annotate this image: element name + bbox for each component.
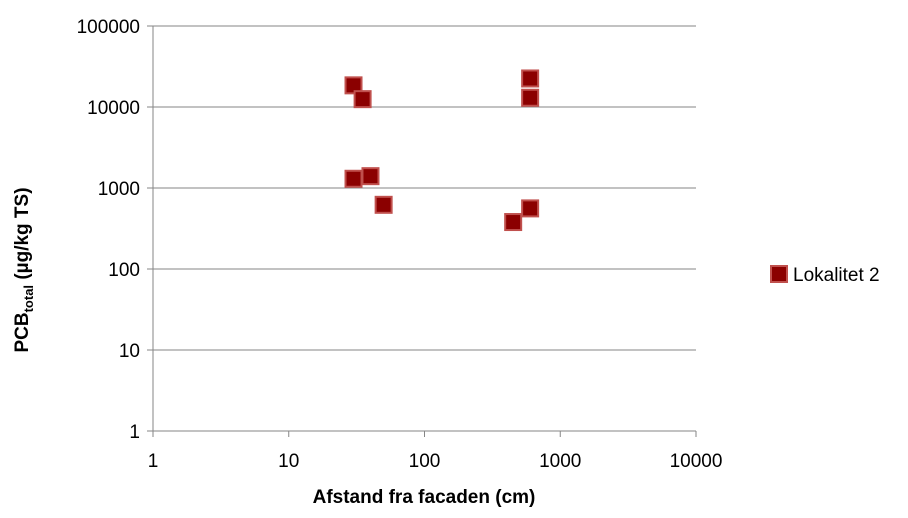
data-points [344,69,540,232]
y-axis-title-unit: (µg/kg TS) [12,187,33,285]
x-axis-title: Afstand fra facaden (cm) [313,487,536,508]
legend-marker [770,265,788,283]
data-point-0-5 [521,69,540,88]
data-point-0-2 [344,169,363,188]
axes [147,25,697,437]
y-tick-label-2: 100 [108,260,140,281]
x-tick-label-4: 10000 [670,451,723,472]
data-point-0-7 [521,199,540,218]
y-tick-label-1: 10 [119,341,140,362]
y-tick-label-3: 1000 [98,179,140,200]
y-tick-labels: 1 10 100 1000 10000 100000 [77,17,140,443]
legend: Lokalitet 2 [770,265,880,286]
x-tick-label-3: 1000 [539,451,581,472]
data-point-0-3 [361,167,380,186]
x-tick-label-2: 100 [409,451,441,472]
legend-label: Lokalitet 2 [793,265,880,286]
y-axis-title-main: PCB [12,312,33,352]
data-point-0-6 [521,88,540,107]
y-tick-label-4: 10000 [87,98,140,119]
y-tick-label-0: 1 [129,422,140,443]
x-tick-labels: 1 10 100 1000 10000 [148,451,723,472]
data-point-0-8 [504,213,523,232]
y-axis-title-subscript: total [21,285,36,312]
data-point-0-4 [374,195,393,214]
x-tick-label-1: 10 [278,451,299,472]
data-point-0-0 [344,76,363,95]
gridlines [153,25,696,351]
y-tick-label-5: 100000 [77,17,140,38]
data-point-0-1 [353,90,372,109]
x-tick-label-0: 1 [148,451,159,472]
y-axis-title: PCBtotal (µg/kg TS) [12,187,36,352]
